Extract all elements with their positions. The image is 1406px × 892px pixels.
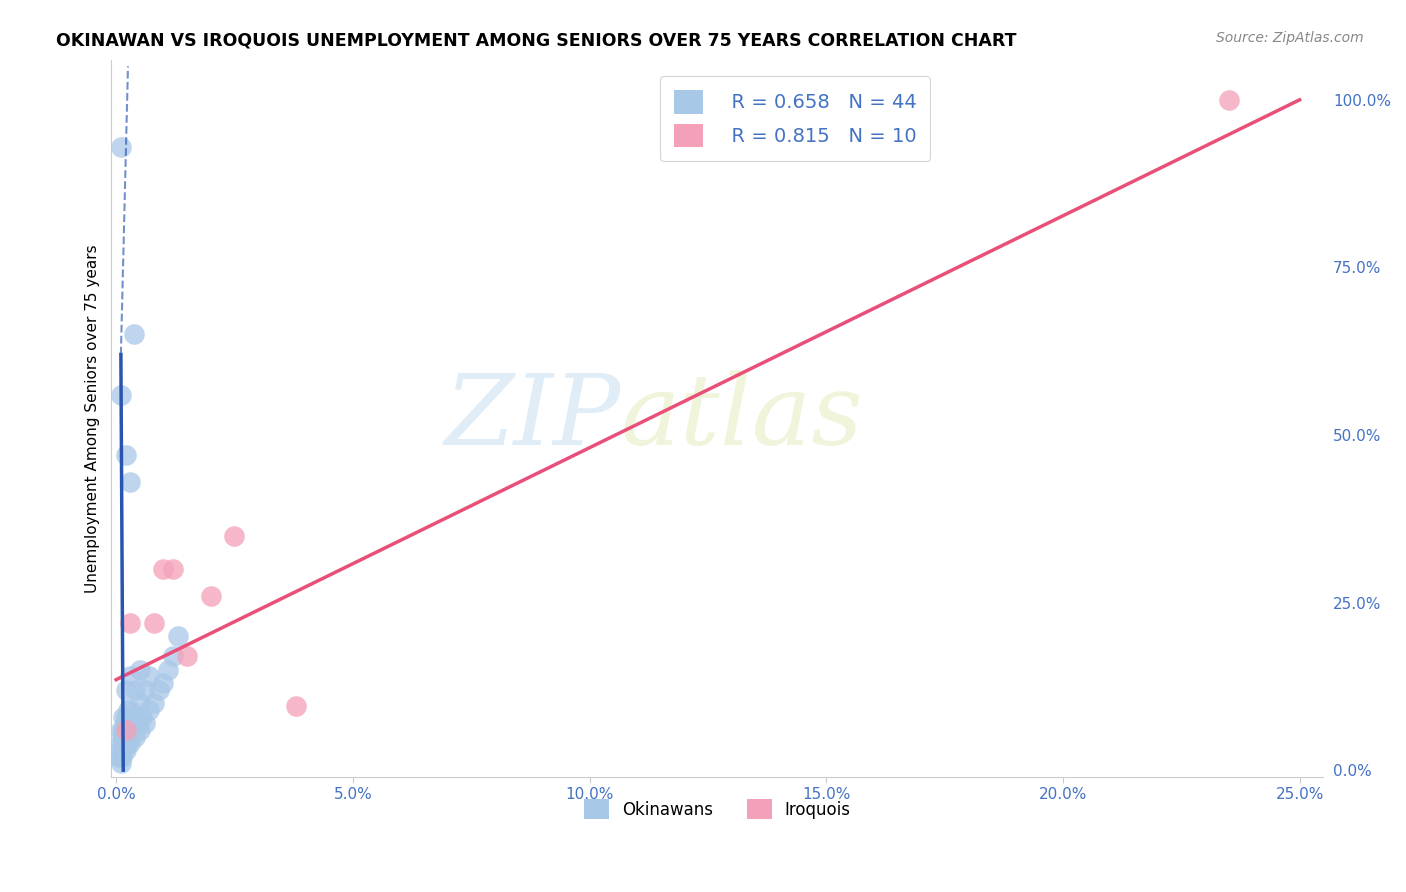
Point (111, 730, 134, 744)
Point (162, 649, 184, 664)
Point (117, 703, 139, 717)
Point (1218, 93, 1240, 107)
Point (143, 696, 166, 710)
Point (134, 682, 156, 697)
Point (114, 743, 136, 757)
Point (148, 682, 170, 697)
Legend: Okinawans, Iroquois: Okinawans, Iroquois (578, 792, 858, 826)
Text: ZIP: ZIP (444, 370, 620, 466)
Point (121, 709, 143, 723)
Point (120, 669, 142, 683)
Point (134, 716, 156, 731)
Point (115, 716, 138, 731)
Point (117, 730, 139, 744)
Point (114, 736, 136, 750)
Point (120, 723, 142, 737)
Point (110, 756, 132, 771)
Point (114, 448, 136, 462)
Point (143, 615, 166, 630)
Point (120, 703, 142, 717)
Point (112, 723, 135, 737)
Point (112, 709, 135, 723)
Point (114, 682, 136, 697)
Point (124, 730, 146, 744)
Point (127, 716, 149, 731)
Text: atlas: atlas (620, 370, 863, 466)
Point (120, 723, 142, 737)
Point (128, 663, 150, 677)
Point (285, 699, 308, 714)
Point (131, 709, 153, 723)
Point (138, 669, 160, 683)
Point (110, 736, 132, 750)
Point (176, 649, 198, 664)
Point (162, 562, 184, 576)
Point (124, 709, 146, 723)
Point (110, 388, 132, 402)
Point (115, 736, 138, 750)
Point (157, 663, 180, 677)
Point (122, 327, 145, 342)
Point (124, 682, 146, 697)
Y-axis label: Unemployment Among Seniors over 75 years: Unemployment Among Seniors over 75 years (86, 244, 100, 592)
Point (107, 749, 129, 764)
Point (128, 723, 150, 737)
Point (114, 716, 136, 731)
Point (108, 743, 131, 757)
Point (138, 703, 160, 717)
Point (120, 475, 142, 489)
Point (114, 730, 136, 744)
Point (200, 589, 222, 603)
Point (224, 528, 246, 542)
Point (152, 562, 174, 576)
Point (152, 676, 174, 690)
Point (120, 615, 142, 630)
Point (110, 723, 132, 737)
Point (120, 736, 142, 750)
Point (128, 696, 150, 710)
Point (110, 140, 132, 154)
Point (166, 629, 188, 643)
Text: OKINAWAN VS IROQUOIS UNEMPLOYMENT AMONG SENIORS OVER 75 YEARS CORRELATION CHART: OKINAWAN VS IROQUOIS UNEMPLOYMENT AMONG … (56, 31, 1017, 49)
Point (112, 743, 135, 757)
Text: Source: ZipAtlas.com: Source: ZipAtlas.com (1216, 31, 1364, 45)
Point (114, 709, 136, 723)
Point (114, 723, 136, 737)
Point (111, 749, 134, 764)
